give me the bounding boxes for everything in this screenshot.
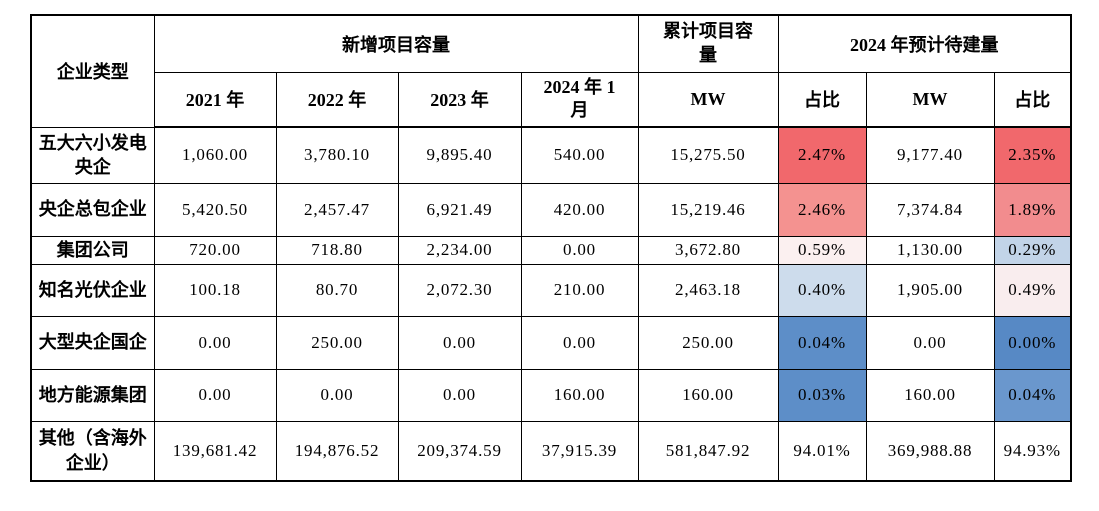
header-group-cumulative-capacity: 累计项目容量 bbox=[637, 14, 779, 73]
table-row: 地方能源集团 0.00 0.00 0.00 160.00 160.00 0.03… bbox=[30, 368, 1072, 422]
header-mw-2024: MW bbox=[865, 71, 995, 128]
header-row-groups: 企业类型 新增项目容量 累计项目容量 2024 年预计待建量 bbox=[30, 14, 1072, 128]
header-year-2023: 2023 年 bbox=[397, 71, 522, 128]
header-group-cumulative-capacity-label: 累计项目容量 bbox=[663, 21, 753, 65]
table-cell: 369,988.88 bbox=[865, 420, 995, 482]
table-cell: 540.00 bbox=[520, 126, 639, 184]
table-row: 五大六小发电央企 1,060.00 3,780.10 9,895.40 540.… bbox=[30, 126, 1072, 184]
row-label: 其他（含海外企业） bbox=[30, 420, 155, 482]
row-label: 五大六小发电央企 bbox=[30, 126, 155, 184]
ratio-cell: 0.03% bbox=[777, 368, 867, 422]
table-cell: 250.00 bbox=[637, 315, 779, 370]
table-cell: 2,457.47 bbox=[275, 182, 399, 237]
ratio-cell: 2.35% bbox=[993, 126, 1072, 184]
table-cell: 420.00 bbox=[520, 182, 639, 237]
table-cell: 0.00 bbox=[397, 368, 522, 422]
ratio-cell: 2.46% bbox=[777, 182, 867, 237]
table-cell: 210.00 bbox=[520, 263, 639, 317]
ratio-cell: 0.59% bbox=[777, 235, 867, 265]
table-row: 其他（含海外企业） 139,681.42 194,876.52 209,374.… bbox=[30, 420, 1072, 482]
ratio-cell: 94.01% bbox=[777, 420, 867, 482]
ratio-cell: 0.49% bbox=[993, 263, 1072, 317]
table-cell: 0.00 bbox=[520, 315, 639, 370]
table-cell: 9,177.40 bbox=[865, 126, 995, 184]
ratio-cell: 0.29% bbox=[993, 235, 1072, 265]
table-cell: 139,681.42 bbox=[153, 420, 277, 482]
header-row-sub: 2021 年 2022 年 2023 年 2024 年 1 月 MW 占比 MW… bbox=[31, 71, 1072, 128]
table-cell: 6,921.49 bbox=[397, 182, 522, 237]
row-label: 地方能源集团 bbox=[30, 368, 155, 422]
row-label: 大型央企国企 bbox=[30, 315, 155, 370]
header-mw-cumulative: MW bbox=[637, 71, 779, 128]
table-row: 大型央企国企 0.00 250.00 0.00 0.00 250.00 0.04… bbox=[30, 315, 1072, 370]
ratio-cell: 2.47% bbox=[777, 126, 867, 184]
table-cell: 0.00 bbox=[397, 315, 522, 370]
table-cell: 5,420.50 bbox=[153, 182, 277, 237]
table-cell: 1,905.00 bbox=[865, 263, 995, 317]
ratio-cell: 0.40% bbox=[777, 263, 867, 317]
header-year-2021: 2021 年 bbox=[153, 71, 277, 128]
table-cell: 0.00 bbox=[520, 235, 639, 265]
ratio-cell: 0.00% bbox=[993, 315, 1072, 370]
capacity-table: 企业类型 新增项目容量 累计项目容量 2024 年预计待建量 2021 年 20… bbox=[30, 14, 1073, 482]
table-cell: 2,234.00 bbox=[397, 235, 522, 265]
table-cell: 0.00 bbox=[275, 368, 399, 422]
table-cell: 194,876.52 bbox=[275, 420, 399, 482]
header-year-2022: 2022 年 bbox=[275, 71, 399, 128]
table-cell: 720.00 bbox=[153, 235, 277, 265]
ratio-cell: 1.89% bbox=[993, 182, 1072, 237]
table-cell: 2,072.30 bbox=[397, 263, 522, 317]
header-ratio-cumulative: 占比 bbox=[777, 71, 867, 128]
table-cell: 15,275.50 bbox=[637, 126, 779, 184]
table-cell: 2,463.18 bbox=[637, 263, 779, 317]
table-cell: 0.00 bbox=[865, 315, 995, 370]
row-label: 知名光伏企业 bbox=[30, 263, 155, 317]
row-label: 央企总包企业 bbox=[30, 182, 155, 237]
table-cell: 3,672.80 bbox=[637, 235, 779, 265]
header-year-2024-jan-label: 2024 年 1 月 bbox=[543, 76, 616, 121]
table-cell: 80.70 bbox=[275, 263, 399, 317]
table-cell: 1,060.00 bbox=[153, 126, 277, 184]
table-cell: 0.00 bbox=[153, 315, 277, 370]
table-cell: 9,895.40 bbox=[397, 126, 522, 184]
table-cell: 100.18 bbox=[153, 263, 277, 317]
table-cell: 250.00 bbox=[275, 315, 399, 370]
table-cell: 37,915.39 bbox=[520, 420, 639, 482]
table-cell: 160.00 bbox=[865, 368, 995, 422]
table-row: 央企总包企业 5,420.50 2,457.47 6,921.49 420.00… bbox=[30, 182, 1072, 237]
row-label: 集团公司 bbox=[30, 235, 155, 265]
table-cell: 160.00 bbox=[520, 368, 639, 422]
ratio-cell: 0.04% bbox=[777, 315, 867, 370]
table-cell: 7,374.84 bbox=[865, 182, 995, 237]
header-enterprise-type: 企业类型 bbox=[30, 14, 155, 128]
table-row: 知名光伏企业 100.18 80.70 2,072.30 210.00 2,46… bbox=[30, 263, 1072, 317]
table-cell: 3,780.10 bbox=[275, 126, 399, 184]
ratio-cell: 94.93% bbox=[993, 420, 1072, 482]
table-cell: 581,847.92 bbox=[637, 420, 779, 482]
header-year-2024-jan: 2024 年 1 月 bbox=[520, 71, 639, 128]
table-cell: 15,219.46 bbox=[637, 182, 779, 237]
header-group-2024-pending: 2024 年预计待建量 bbox=[777, 14, 1072, 73]
table-cell: 0.00 bbox=[153, 368, 277, 422]
ratio-cell: 0.04% bbox=[993, 368, 1072, 422]
table-cell: 1,130.00 bbox=[865, 235, 995, 265]
table-cell: 718.80 bbox=[275, 235, 399, 265]
table-row: 集团公司 720.00 718.80 2,234.00 0.00 3,672.8… bbox=[30, 235, 1072, 265]
table-cell: 209,374.59 bbox=[397, 420, 522, 482]
header-ratio-2024: 占比 bbox=[993, 71, 1072, 128]
table-cell: 160.00 bbox=[637, 368, 779, 422]
header-group-new-capacity: 新增项目容量 bbox=[153, 14, 639, 73]
